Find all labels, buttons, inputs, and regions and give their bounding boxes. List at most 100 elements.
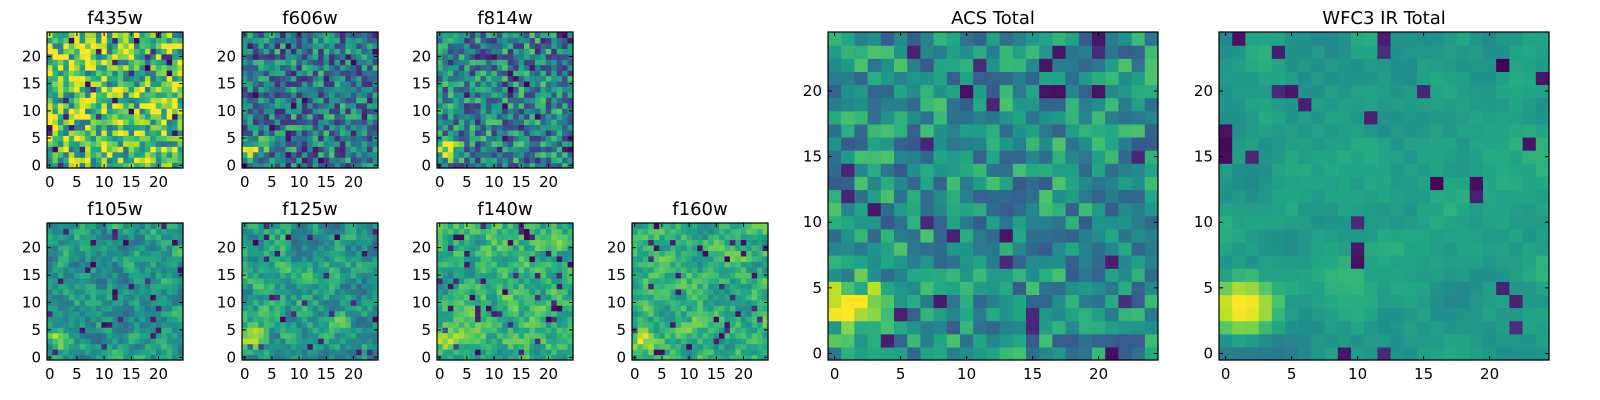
heatmap-cell <box>469 277 476 284</box>
heatmap-cell <box>762 228 769 235</box>
heatmap-cell <box>285 255 292 262</box>
heatmap-cell <box>986 255 1001 269</box>
heatmap-cell <box>356 75 363 82</box>
heatmap-cell <box>177 75 184 82</box>
heatmap-cell <box>166 321 173 328</box>
x-tick-label: 0 <box>240 365 250 383</box>
heatmap-cell <box>106 266 113 273</box>
heatmap-cell <box>172 233 179 241</box>
heatmap-cell <box>318 223 325 230</box>
heatmap-cell <box>442 349 449 356</box>
heatmap-cell <box>252 233 259 241</box>
heatmap-cell <box>155 250 162 257</box>
heatmap-cell <box>263 310 270 317</box>
heatmap-cell <box>117 299 124 306</box>
heatmap-cell <box>285 146 292 153</box>
heatmap-cell <box>95 228 102 235</box>
heatmap-cell <box>258 70 265 77</box>
heatmap-cell <box>686 349 693 356</box>
heatmap-cell <box>518 255 525 262</box>
heatmap-cell <box>79 327 86 334</box>
heatmap-cell <box>252 283 259 290</box>
heatmap-cell <box>79 316 86 323</box>
heatmap-cell <box>95 277 102 284</box>
heatmap-cell <box>740 250 747 257</box>
heatmap-cell <box>567 261 574 268</box>
heatmap-cell <box>112 283 119 290</box>
heatmap-cell <box>442 59 449 66</box>
heatmap-cell <box>252 299 259 306</box>
heatmap-cell <box>334 277 341 284</box>
heatmap-cell <box>480 316 487 323</box>
heatmap-cell <box>280 135 287 142</box>
heatmap-cell <box>247 140 254 147</box>
heatmap-cell <box>534 91 541 98</box>
heatmap-cell <box>144 70 151 77</box>
heatmap-cell <box>68 255 75 262</box>
heatmap-cell <box>177 48 184 55</box>
heatmap-cell <box>345 75 352 82</box>
heatmap-cell <box>301 321 308 328</box>
heatmap-cell <box>513 310 520 317</box>
heatmap-cell <box>95 294 102 301</box>
heatmap-cell <box>101 299 108 306</box>
heatmap-cell <box>106 75 113 82</box>
heatmap-cell <box>139 288 146 295</box>
heatmap-cell <box>534 75 541 82</box>
heatmap-cell <box>562 321 569 328</box>
heatmap-cell <box>134 305 141 312</box>
heatmap-cell <box>263 349 270 356</box>
heatmap-cell <box>155 244 162 251</box>
heatmap-cell <box>480 146 487 153</box>
heatmap-cell <box>686 321 693 328</box>
heatmap-cell <box>350 327 357 334</box>
heatmap-cell <box>518 283 525 290</box>
heatmap-cell <box>150 102 157 109</box>
heatmap-cell <box>57 343 64 350</box>
heatmap-cell <box>986 163 1001 177</box>
heatmap-cell <box>469 332 476 339</box>
heatmap-cell <box>367 310 374 317</box>
heatmap-cell <box>68 223 75 230</box>
heatmap-cell <box>63 37 70 44</box>
heatmap-cell <box>540 59 547 66</box>
heatmap-cell <box>155 327 162 334</box>
heatmap-cell <box>307 239 314 246</box>
heatmap-cell <box>453 108 460 115</box>
heatmap-cell <box>1026 150 1040 164</box>
heatmap-cell <box>458 250 465 257</box>
heatmap-cell <box>123 135 130 142</box>
heatmap-cell <box>318 305 325 312</box>
heatmap-cell <box>367 91 374 98</box>
heatmap-cell <box>274 272 281 279</box>
heatmap-cell <box>101 75 108 82</box>
heatmap-cell <box>480 157 487 164</box>
heatmap-cell <box>85 244 92 251</box>
heatmap-cell <box>47 316 54 323</box>
heatmap-cell <box>307 162 314 169</box>
heatmap-cell <box>290 70 297 77</box>
heatmap-cell <box>648 283 655 290</box>
heatmap-cell <box>242 233 249 241</box>
heatmap-cell <box>1026 346 1040 361</box>
heatmap-cell <box>269 48 276 55</box>
heatmap-cell <box>442 70 449 77</box>
heatmap-cell <box>79 349 86 356</box>
heatmap-cell <box>659 305 666 312</box>
heatmap-cell <box>686 332 693 339</box>
heatmap-cell <box>345 151 352 158</box>
heatmap-cell <box>356 310 363 317</box>
heatmap-cell <box>442 32 449 39</box>
heatmap-cell <box>85 266 92 273</box>
heatmap-cell <box>1065 268 1080 282</box>
heatmap-cell <box>52 283 59 290</box>
heatmap-cell <box>312 162 319 169</box>
heatmap-cell <box>334 305 341 312</box>
heatmap-cell <box>177 102 184 109</box>
heatmap-cell <box>79 97 86 104</box>
heatmap-cell <box>637 244 644 251</box>
heatmap-cell <box>496 316 503 323</box>
heatmap-cell <box>134 97 141 104</box>
heatmap-cell <box>540 75 547 82</box>
heatmap-cell <box>112 294 119 301</box>
